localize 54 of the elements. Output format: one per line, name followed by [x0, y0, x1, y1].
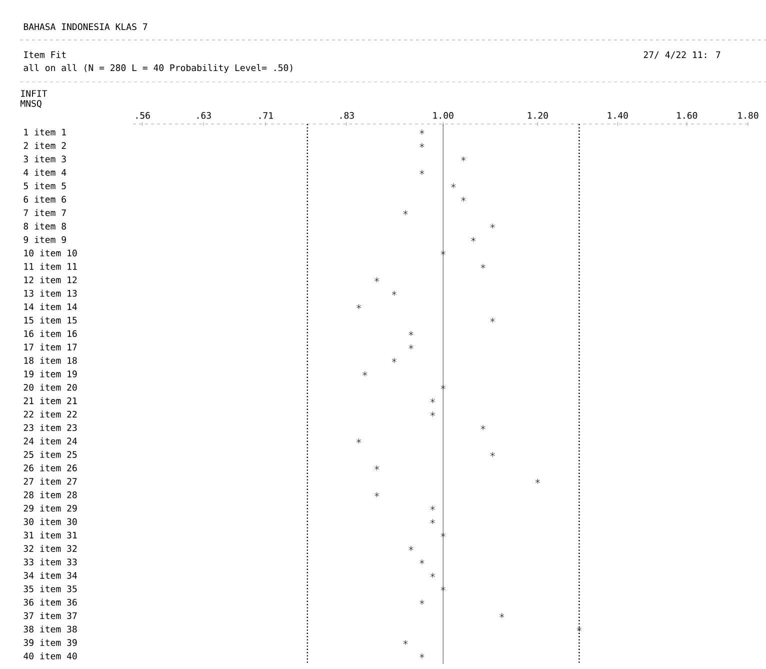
x-tick-label: .63	[197, 112, 211, 119]
y-tick-label: 12 item 12	[24, 276, 77, 284]
y-tick-label: 9 item 9	[24, 236, 66, 243]
x-axis-title: INFIT MNSQ	[20, 90, 48, 108]
y-tick-label: 28 item 28	[24, 491, 77, 498]
text: 27/ 4/22 11: 7	[644, 51, 720, 59]
x-tick-label: 1.00	[433, 112, 454, 119]
y-tick-label: 39 item 39	[24, 639, 77, 646]
y-tick-label: 16 item 16	[24, 330, 77, 338]
y-tick-label: 1 item 1	[24, 128, 66, 136]
y-tick-label: 30 item 30	[24, 518, 77, 526]
y-tick-label: 32 item 32	[24, 544, 77, 552]
y-tick-label: 34 item 34	[24, 572, 77, 579]
y-tick-label: 7 item 7	[24, 209, 66, 216]
y-tick-label: 6 item 6	[24, 196, 66, 203]
y-tick-label: 18 item 18	[24, 356, 77, 364]
y-tick-label: 17 item 17	[24, 343, 77, 350]
x-tick-label: 1.80	[738, 112, 758, 119]
y-tick-label: 8 item 8	[24, 222, 66, 230]
y-tick-label: 10 item 10	[24, 249, 77, 256]
y-tick-label: 33 item 33	[24, 558, 77, 566]
y-tick-label: 29 item 29	[24, 504, 77, 512]
y-tick-label: 36 item 36	[24, 598, 77, 606]
y-tick-label: 5 item 5	[24, 182, 66, 190]
y-tick-label: 27 item 27	[24, 478, 77, 485]
x-tick-label: .83	[340, 112, 354, 119]
chart-title: BAHASA INDONESIA KLAS 7	[24, 23, 148, 30]
y-tick-label: 4 item 4	[24, 168, 66, 176]
y-tick-label: 24 item 24	[24, 438, 77, 444]
y-tick-label: 19 item 19	[24, 370, 77, 378]
y-tick-label: 35 item 35	[24, 585, 77, 592]
y-tick-label: 3 item 3	[24, 155, 66, 162]
y-tick-label: 14 item 14	[24, 303, 77, 310]
y-tick-label: 21 item 21	[24, 397, 77, 404]
y-tick-label: 31 item 31	[24, 532, 77, 539]
y-tick-label: 20 item 20	[24, 384, 77, 391]
x-tick-label: 1.60	[677, 112, 698, 119]
x-tick-label: .56	[136, 112, 150, 119]
x-tick-label: .71	[259, 112, 273, 119]
y-tick-label: 40 item 40	[24, 652, 77, 660]
text: Item Fit	[24, 51, 66, 58]
x-tick-label: 1.20	[528, 112, 548, 119]
y-tick-label: 2 item 2	[24, 142, 66, 149]
x-tick-label: 1.40	[608, 112, 628, 119]
y-tick-label: 26 item 26	[24, 464, 77, 472]
y-tick-label: 37 item 37	[24, 612, 77, 620]
y-tick-label: 38 item 38	[24, 626, 77, 633]
y-tick-label: 15 item 15	[24, 316, 77, 324]
y-tick-label: 22 item 22	[24, 410, 77, 418]
y-tick-label: 11 item 11	[24, 262, 77, 270]
text: all on all (N = 280 L = 40 Probability Level= .50)	[24, 64, 292, 73]
y-tick-label: 25 item 25	[24, 450, 77, 458]
y-tick-label: 23 item 23	[24, 424, 77, 432]
y-tick-label: 13 item 13	[24, 290, 77, 297]
